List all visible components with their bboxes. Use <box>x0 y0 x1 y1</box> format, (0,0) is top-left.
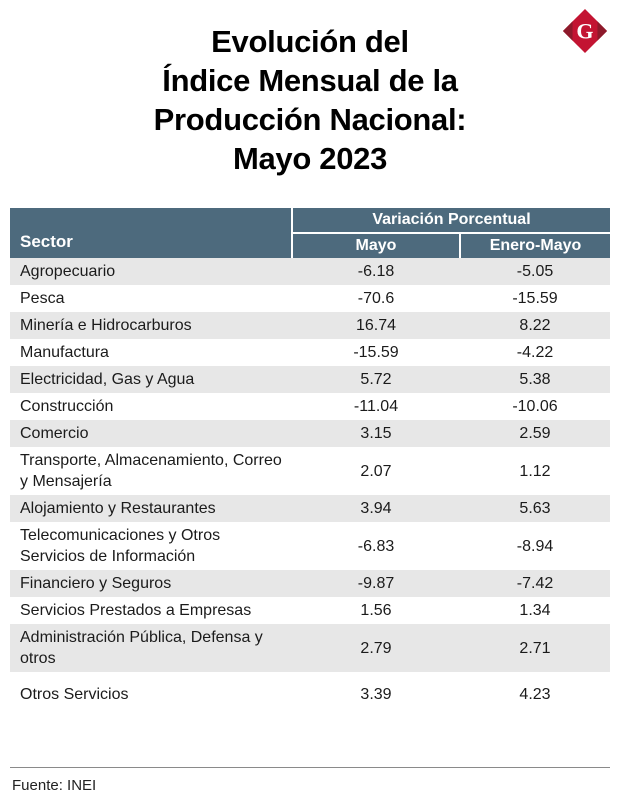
enero-mayo-value-cell: 2.59 <box>519 425 551 442</box>
table-row: Pesca -70.6 -15.59 <box>10 285 610 312</box>
column-group-header: Variación Porcentual <box>291 208 610 234</box>
enero-mayo-value-cell: 8.22 <box>519 317 551 334</box>
enero-mayo-value-cell: -5.05 <box>516 263 554 280</box>
mayo-value-cell: -6.18 <box>357 263 395 280</box>
mayo-value-cell: 5.72 <box>360 371 392 388</box>
sector-cell: Construcción <box>20 398 114 415</box>
sector-cell: Manufactura <box>20 344 109 361</box>
sector-cell: Telecomunicaciones y Otros Servicios de … <box>20 527 221 565</box>
table-header: Sector Variación Porcentual Mayo Enero-M… <box>10 208 610 258</box>
mayo-value-cell: 2.07 <box>360 462 392 480</box>
mayo-value-cell: -15.59 <box>353 344 399 361</box>
sector-cell: Pesca <box>20 290 65 307</box>
enero-mayo-value-cell: 4.23 <box>519 686 551 703</box>
table-row: Servicios Prestados a Empresas 1.56 1.34 <box>10 597 610 624</box>
title-line-1: Evolución del <box>211 24 409 59</box>
sector-cell: Otros Servicios <box>20 686 129 703</box>
page-title: Evolución del Índice Mensual de la Produ… <box>10 0 610 178</box>
enero-mayo-value-cell: -4.22 <box>516 344 554 361</box>
table-row: Transporte, Almacenamiento, Correo y Men… <box>10 447 610 495</box>
table-row: Construcción -11.04 -10.06 <box>10 393 610 420</box>
sector-cell: Transporte, Almacenamiento, Correo y Men… <box>20 452 282 490</box>
enero-mayo-value-cell: 1.34 <box>519 602 551 619</box>
table-row: Financiero y Seguros -9.87 -7.42 <box>10 570 610 597</box>
mayo-value-cell: -6.83 <box>357 537 395 555</box>
column-header-enero-mayo: Enero-Mayo <box>459 233 610 258</box>
enero-mayo-value-cell: 2.71 <box>519 639 551 657</box>
mayo-value-cell: -70.6 <box>357 290 395 307</box>
table-row: Comercio 3.15 2.59 <box>10 420 610 447</box>
column-header-sector: Sector <box>10 208 292 258</box>
mayo-value-cell: -11.04 <box>353 398 399 415</box>
mayo-value-cell: 3.15 <box>360 425 392 442</box>
source-note: Fuente: INEI <box>12 777 97 794</box>
column-header-mayo: Mayo <box>291 233 460 258</box>
mayo-value-cell: 3.94 <box>360 500 392 517</box>
table-row: Alojamiento y Restaurantes 3.94 5.63 <box>10 495 610 522</box>
enero-mayo-value-cell: 1.12 <box>519 462 551 480</box>
mayo-value-cell: 3.39 <box>360 686 392 703</box>
table-row: Minería e Hidrocarburos 16.74 8.22 <box>10 312 610 339</box>
enero-mayo-value-cell: 5.38 <box>519 371 551 388</box>
enero-mayo-value-cell: -7.42 <box>516 575 554 592</box>
mayo-value-cell: 1.56 <box>360 602 392 619</box>
diamond-logo-icon: G <box>562 8 608 54</box>
enero-mayo-value-cell: -8.94 <box>516 537 554 555</box>
sector-cell: Electricidad, Gas y Agua <box>20 371 195 388</box>
table-body: Agropecuario -6.18 -5.05 Pesca -70.6 -15… <box>10 258 610 717</box>
mayo-value-cell: 2.79 <box>360 639 392 657</box>
table-row: Administración Pública, Defensa y otros … <box>10 624 610 672</box>
table-row: Telecomunicaciones y Otros Servicios de … <box>10 522 610 570</box>
footer: Fuente: INEI <box>10 767 610 794</box>
sector-cell: Financiero y Seguros <box>20 575 172 592</box>
production-index-table: Sector Variación Porcentual Mayo Enero-M… <box>10 208 610 717</box>
sector-cell: Alojamiento y Restaurantes <box>20 500 216 517</box>
title-line-3: Producción Nacional: <box>153 102 467 137</box>
sector-cell: Servicios Prestados a Empresas <box>20 602 252 619</box>
mayo-value-cell: -9.87 <box>357 575 395 592</box>
table-row: Electricidad, Gas y Agua 5.72 5.38 <box>10 366 610 393</box>
mayo-value-cell: 16.74 <box>355 317 397 334</box>
title-line-2: Índice Mensual de la <box>162 63 458 98</box>
enero-mayo-value-cell: -15.59 <box>512 290 558 307</box>
sector-cell: Agropecuario <box>20 263 116 280</box>
sector-cell: Minería e Hidrocarburos <box>20 317 192 334</box>
table-row: Otros Servicios 3.39 4.23 <box>10 672 610 717</box>
table-row: Manufactura -15.59 -4.22 <box>10 339 610 366</box>
title-line-4: Mayo 2023 <box>232 141 388 176</box>
footer-divider <box>10 767 610 768</box>
sector-cell: Administración Pública, Defensa y otros <box>20 629 263 667</box>
enero-mayo-value-cell: -10.06 <box>512 398 558 415</box>
table-row: Agropecuario -6.18 -5.05 <box>10 258 610 285</box>
gestion-brand-logo: G <box>562 8 608 54</box>
sector-cell: Comercio <box>20 425 89 442</box>
logo-letter: G <box>576 19 593 44</box>
enero-mayo-value-cell: 5.63 <box>519 500 551 517</box>
